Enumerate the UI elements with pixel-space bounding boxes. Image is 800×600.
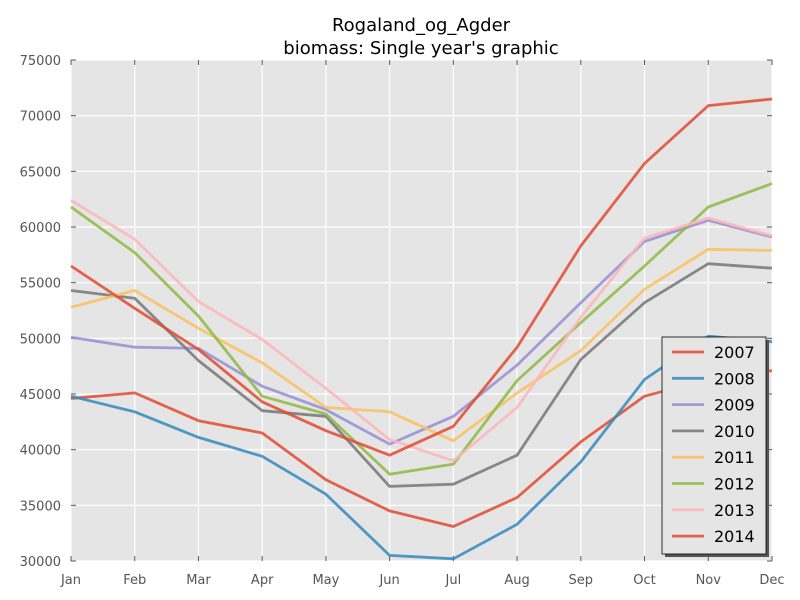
legend-label-2009: 2009 [714, 396, 755, 415]
y-tick-label: 75000 [20, 54, 61, 69]
series-lines [70, 97, 773, 561]
x-tick-label: Jun [378, 573, 399, 588]
chart-title: Rogaland_og_Agder [332, 15, 511, 36]
legend-label-2013: 2013 [714, 501, 755, 520]
x-tick-label: Oct [633, 573, 655, 588]
y-tick-label: 50000 [20, 332, 61, 347]
y-tick-label: 35000 [20, 499, 61, 514]
y-tick-label: 55000 [20, 277, 61, 292]
x-tick-label: Apr [251, 573, 274, 588]
x-tick-label: May [312, 573, 339, 588]
y-tick-label: 40000 [20, 444, 61, 459]
x-tick-label: Feb [123, 573, 146, 588]
series-line-2009 [70, 218, 773, 446]
y-tick-label: 45000 [20, 388, 61, 403]
x-tick-label: Dec [759, 573, 784, 588]
x-tick-label: Mar [186, 573, 211, 588]
series-line-2008 [70, 334, 773, 561]
series-line-2007 [70, 369, 773, 528]
series-line-2013 [70, 199, 773, 463]
legend-label-2012: 2012 [714, 475, 755, 494]
y-tick-label: 30000 [20, 555, 61, 570]
y-tick-label: 60000 [20, 221, 61, 236]
series-line-2011 [70, 247, 773, 443]
legend: 2007 2008 2009 2010 2011 2012 2013 2014 [661, 336, 769, 557]
x-tick-label: Jul [445, 573, 462, 588]
legend-label-2010: 2010 [714, 422, 755, 441]
series-line-2012 [70, 182, 773, 476]
chart-subtitle: biomass: Single year's graphic [283, 38, 558, 59]
legend-box [661, 336, 767, 555]
y-tick-label: 70000 [20, 110, 61, 125]
y-tick-label: 65000 [20, 165, 61, 180]
legend-label-2014: 2014 [714, 527, 755, 546]
legend-label-2011: 2011 [714, 448, 755, 467]
legend-label-2007: 2007 [714, 343, 755, 362]
plot-area [71, 60, 772, 561]
x-tick-label: Nov [696, 573, 722, 588]
series-line-2014 [70, 97, 773, 457]
legend-label-2008: 2008 [714, 369, 755, 388]
x-tick-label: Sep [569, 573, 594, 588]
x-tick-label: Jan [60, 573, 81, 588]
series-line-2010 [70, 262, 773, 488]
x-tick-label: Aug [504, 573, 529, 588]
axis-ticks: Jan Feb Mar Apr May Jun Jul Aug Sep Oct Nov Dec 3000… [20, 54, 785, 588]
